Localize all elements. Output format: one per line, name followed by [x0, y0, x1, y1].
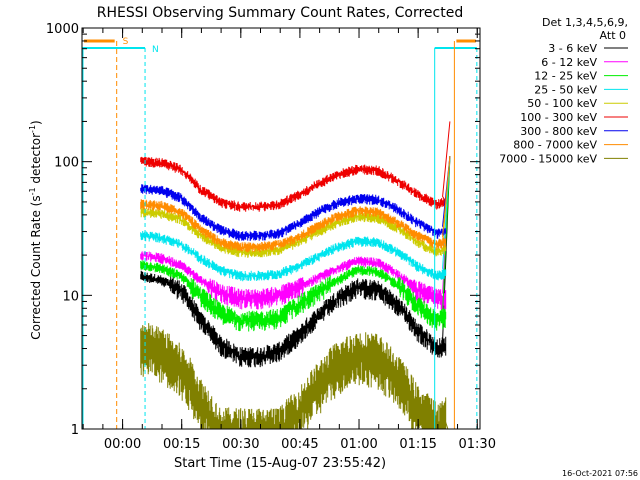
plot-timestamp: 16-Oct-2021 07:56: [562, 469, 638, 478]
y-tick-label: 100: [54, 156, 79, 171]
legend-label: 50 - 100 keV: [527, 97, 597, 110]
saa-label: S: [123, 37, 129, 47]
series-line: [140, 323, 447, 429]
series-line: [140, 260, 447, 332]
y-axis-label: Corrected Count Rate (s-1 detector-1): [28, 120, 43, 339]
legend-header-line2: Att 0: [600, 29, 626, 42]
night-label: N: [152, 45, 159, 55]
series-line: [140, 199, 447, 253]
x-tick-label: 01:30: [459, 437, 496, 452]
y-tick-label: 1000: [46, 22, 79, 37]
x-tick-label: 00:30: [222, 437, 259, 452]
legend-label: 100 - 300 keV: [520, 111, 597, 124]
series-spike: [442, 121, 451, 203]
chart-title: RHESSI Observing Summary Count Rates, Co…: [97, 5, 463, 21]
legend-label: 6 - 12 keV: [541, 56, 597, 69]
series-spike: [442, 156, 451, 243]
legend-label: 12 - 25 keV: [534, 70, 597, 83]
legend-label: 7000 - 15000 keV: [499, 152, 597, 165]
series-line: [140, 207, 447, 258]
x-tick-label: 00:45: [281, 437, 318, 452]
x-tick-label: 00:00: [104, 437, 141, 452]
legend-label: 300 - 800 keV: [520, 125, 597, 138]
y-tick-label: 10: [62, 289, 79, 304]
series-spike: [442, 412, 449, 429]
plot-frame: [81, 27, 481, 430]
series-line: [140, 231, 447, 282]
x-tick-label: 00:15: [163, 437, 200, 452]
x-axis-label: Start Time (15-Aug-07 23:55:42): [174, 456, 386, 471]
legend-label: 800 - 7000 keV: [513, 139, 597, 152]
x-tick-label: 01:00: [340, 437, 377, 452]
legend-label: 25 - 50 keV: [534, 83, 597, 96]
series-line: [140, 156, 447, 212]
series-line: [140, 270, 447, 368]
y-tick-label: 1: [71, 423, 79, 438]
series-line: [140, 251, 447, 310]
x-tick-label: 01:15: [399, 437, 436, 452]
series-spike: [442, 156, 451, 318]
series-spike: [442, 156, 451, 275]
legend-header-line1: Det 1,3,4,5,6,9,: [542, 16, 628, 29]
legend-label: 3 - 6 keV: [548, 42, 597, 55]
series-line: [140, 184, 447, 241]
